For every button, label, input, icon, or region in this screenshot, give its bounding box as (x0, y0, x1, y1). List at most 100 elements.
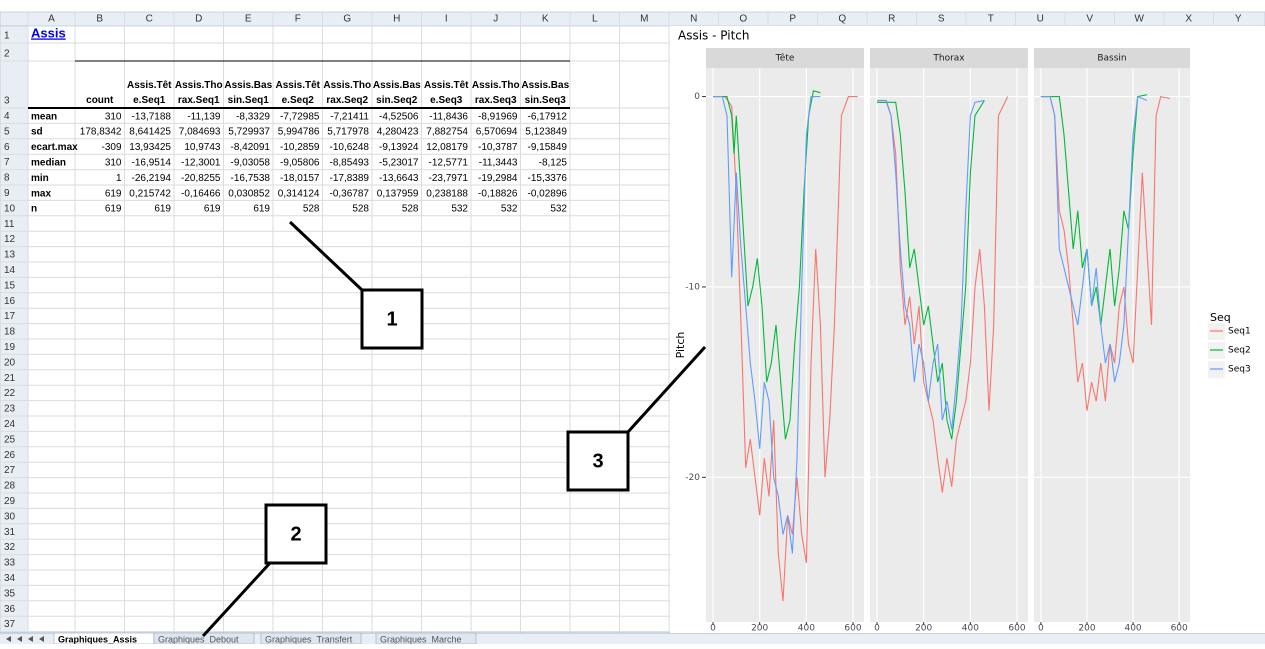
row-header[interactable]: 25 (4, 434, 16, 445)
row-header[interactable]: 26 (4, 450, 16, 461)
row-header[interactable]: 20 (4, 357, 16, 368)
row-header[interactable]: 4 (4, 111, 10, 122)
row-header[interactable]: 9 (4, 188, 10, 199)
column-header[interactable]: P (789, 14, 796, 25)
column-header[interactable]: V (1086, 14, 1093, 25)
row-header[interactable]: 22 (4, 388, 16, 399)
column-header[interactable]: I (445, 14, 448, 25)
row-header[interactable]: 7 (4, 157, 10, 168)
column-header[interactable]: W (1135, 14, 1145, 25)
column-header[interactable]: C (146, 14, 153, 25)
row-header[interactable]: 21 (4, 373, 16, 384)
column-header[interactable]: U (1037, 14, 1044, 25)
series-line (713, 96, 821, 554)
row-header[interactable]: 33 (4, 558, 16, 569)
row-header[interactable]: 32 (4, 542, 16, 553)
column-header[interactable]: E (245, 14, 252, 25)
row-header[interactable]: 2 (4, 49, 10, 60)
row-header[interactable]: 31 (4, 527, 16, 538)
row-header[interactable]: 18 (4, 327, 16, 338)
column-header[interactable]: N (690, 14, 697, 25)
row-header[interactable]: 35 (4, 588, 16, 599)
cell-value: 13,93425 (129, 142, 171, 153)
column-header[interactable]: Y (1235, 14, 1242, 25)
x-tick-label: 200 (1078, 624, 1095, 634)
row-header[interactable]: 17 (4, 311, 16, 322)
callout-box (566, 430, 630, 492)
column-header[interactable]: H (393, 14, 400, 25)
series-line (713, 96, 858, 602)
cell-value: 619 (105, 188, 122, 199)
row-header[interactable]: 29 (4, 496, 16, 507)
sheet-tab-label[interactable]: Graphiques_Assis (58, 634, 137, 644)
column-header[interactable]: S (938, 14, 945, 25)
column-header[interactable]: F (295, 14, 301, 25)
row-header[interactable]: 30 (4, 511, 16, 522)
row-header[interactable]: 23 (4, 404, 16, 415)
row-header[interactable]: 34 (4, 573, 16, 584)
column-header[interactable]: B (96, 14, 103, 25)
legend-title: Seq (1210, 311, 1231, 324)
row-header[interactable]: 14 (4, 265, 16, 276)
column-header[interactable]: K (542, 14, 549, 25)
tab-nav[interactable] (28, 636, 33, 642)
header-text: count (86, 95, 114, 106)
row-header[interactable]: 16 (4, 296, 16, 307)
sheet-tab-label[interactable]: Graphiques_Marche (380, 634, 462, 644)
series-line (877, 96, 1009, 493)
column-header[interactable]: L (592, 14, 598, 25)
tab-nav[interactable] (17, 636, 22, 642)
callout-pointer (201, 561, 272, 638)
row-header[interactable]: 5 (4, 126, 10, 137)
row-header[interactable]: 36 (4, 604, 16, 615)
cell-value: 8,641425 (129, 127, 171, 138)
column-header[interactable]: G (343, 14, 351, 25)
cell-value: -8,91969 (478, 111, 518, 122)
row-label: sd (31, 127, 43, 138)
column-header[interactable]: O (739, 14, 747, 25)
row-header[interactable]: 8 (4, 173, 10, 184)
column-header[interactable]: D (195, 14, 202, 25)
sheet-tab-label[interactable]: Graphiques_Debout (158, 634, 239, 644)
cell-value: 619 (105, 204, 122, 215)
cell-value: 0,137959 (377, 188, 419, 199)
tab-nav[interactable] (6, 636, 11, 642)
column-header[interactable]: Q (838, 14, 846, 25)
row-header[interactable]: 13 (4, 250, 16, 261)
column-header[interactable]: X (1185, 14, 1192, 25)
row-header[interactable]: 12 (4, 234, 16, 245)
row-header[interactable]: 1 (4, 31, 10, 42)
row-header[interactable]: 15 (4, 280, 16, 291)
cell-value: -8,3329 (236, 111, 270, 122)
sheet-title[interactable]: Assis (31, 25, 66, 40)
column-header[interactable]: T (988, 14, 994, 25)
cell-value: -10,6248 (330, 142, 370, 153)
tab-nav[interactable] (39, 636, 44, 642)
row-header[interactable]: 10 (4, 203, 16, 214)
row-header[interactable]: 24 (4, 419, 16, 430)
row-header[interactable]: 11 (4, 219, 15, 230)
column-header[interactable]: M (640, 14, 648, 25)
column-header[interactable]: J (493, 14, 498, 25)
column-header[interactable]: A (48, 14, 55, 25)
header-text: Assis.Tête.Seq1 (127, 80, 172, 106)
facet-title: Bassin (1097, 54, 1126, 64)
header-text: Assis.Tête.Seq3 (424, 80, 469, 106)
facet-strip (1034, 48, 1190, 68)
callout-number: 3 (592, 450, 603, 472)
row-header[interactable]: 19 (4, 342, 16, 353)
cell-value: -11,8436 (429, 111, 468, 122)
row-header[interactable]: 3 (4, 96, 10, 107)
row-header[interactable]: 37 (4, 619, 16, 630)
row-header[interactable]: 28 (4, 481, 16, 492)
column-header[interactable]: R (888, 14, 895, 25)
row-label: median (31, 158, 66, 169)
callout-box (360, 288, 424, 350)
sheet-tab-label[interactable]: Graphiques_Transfert (265, 634, 353, 644)
row-header[interactable]: 6 (4, 142, 10, 153)
cell-value: -10,3787 (478, 142, 518, 153)
y-tick-label: 0 (694, 92, 700, 102)
chart-title: Assis - Pitch (678, 29, 749, 43)
series-line (877, 99, 985, 430)
row-header[interactable]: 27 (4, 465, 16, 476)
